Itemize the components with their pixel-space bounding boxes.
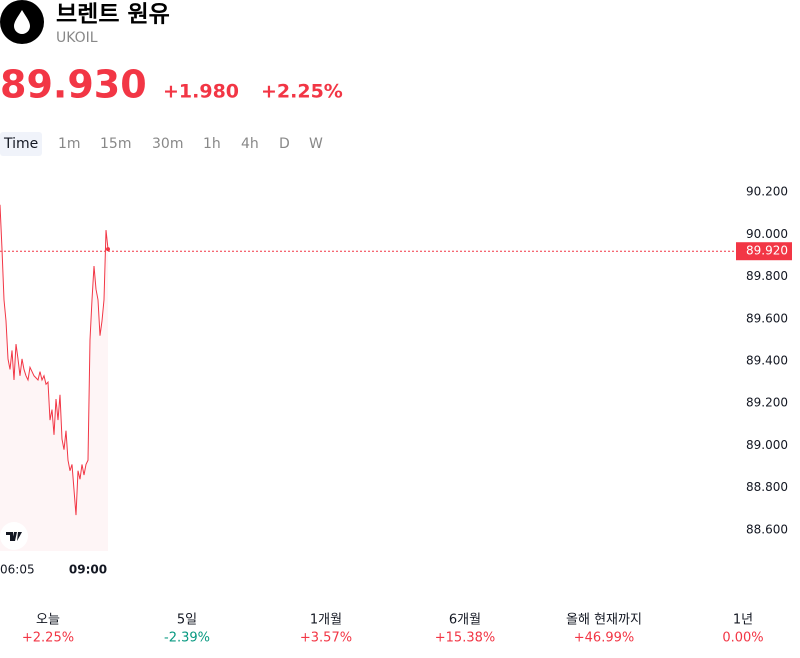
y-tick-label: 89.800 [746,269,788,283]
interval-tab[interactable]: W [309,136,323,152]
y-tick-label: 89.000 [746,438,788,452]
price-line [0,204,109,516]
period-label[interactable]: 5일 [177,613,197,628]
period-value[interactable]: +3.57% [300,631,352,646]
period-value[interactable]: 0.00% [722,631,763,646]
x-tick-label: 06:05 [0,563,35,577]
period-label[interactable]: 오늘 [36,613,60,628]
interval-tab[interactable]: 4h [241,136,259,152]
logo-mark [6,532,22,541]
period-value[interactable]: +46.99% [574,631,634,646]
period-label[interactable]: 6개월 [449,613,481,628]
interval-tab[interactable]: 15m [100,136,131,152]
interval-tab[interactable]: 30m [152,136,183,152]
drop-icon [14,10,30,34]
interval-tab[interactable]: D [279,136,290,152]
price: 89.930 [0,63,147,107]
period-label[interactable]: 1년 [733,613,753,628]
tv-logo [0,522,28,550]
period-label[interactable]: 1개월 [310,613,342,628]
change-percent: +2.25% [261,81,343,103]
change: +1.980 [163,81,239,103]
y-tick-label: 89.600 [746,311,788,325]
x-tick-label: 09:00 [69,563,107,577]
y-tick-label: 90.000 [746,227,788,241]
period-value[interactable]: +15.38% [435,631,495,646]
interval-tab[interactable]: Time [3,136,38,152]
y-tick-label: 88.600 [746,522,788,536]
current-price-tag [736,242,792,261]
y-tick-label: 90.200 [746,185,788,199]
interval-tab[interactable]: 1m [58,136,81,152]
y-tick-label: 89.400 [746,354,788,368]
last-point [106,247,110,252]
period-value[interactable]: +2.25% [22,631,74,646]
symbol: UKOIL [56,30,98,46]
period-label[interactable]: 올해 현재까지 [566,613,642,628]
y-tick-label: 89.200 [746,396,788,410]
period-value[interactable]: -2.39% [164,631,210,646]
interval-tab[interactable]: 1h [203,136,221,152]
y-tick-label: 88.800 [746,480,788,494]
tab-selected-bg [0,132,42,156]
current-price-label: 89.920 [746,244,788,258]
area [0,204,108,551]
title: 브렌트 원유 [56,2,170,28]
